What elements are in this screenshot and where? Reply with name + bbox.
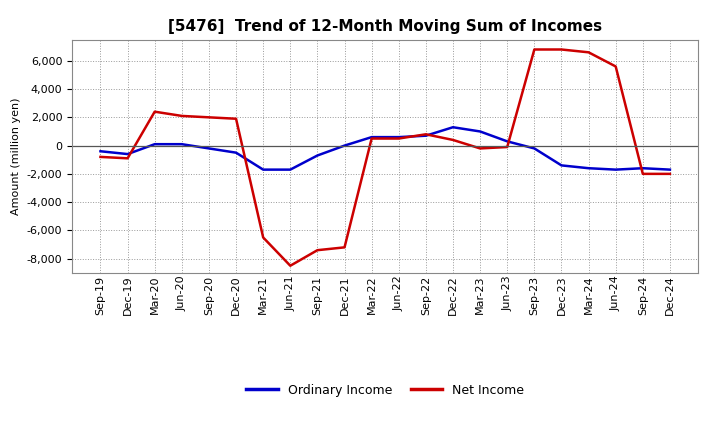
Net Income	[367, 136, 376, 141]
Ordinary Income	[611, 167, 620, 172]
Net Income	[96, 154, 105, 160]
Line: Net Income: Net Income	[101, 49, 670, 266]
Ordinary Income	[232, 150, 240, 155]
Ordinary Income	[639, 165, 647, 171]
Net Income	[421, 132, 430, 137]
Y-axis label: Amount (million yen): Amount (million yen)	[11, 97, 21, 215]
Net Income	[611, 64, 620, 69]
Net Income	[204, 115, 213, 120]
Net Income	[584, 50, 593, 55]
Ordinary Income	[503, 139, 511, 144]
Net Income	[178, 113, 186, 118]
Ordinary Income	[665, 167, 674, 172]
Ordinary Income	[341, 143, 349, 148]
Ordinary Income	[530, 146, 539, 151]
Net Income	[286, 263, 294, 268]
Net Income	[395, 136, 403, 141]
Ordinary Income	[286, 167, 294, 172]
Ordinary Income	[123, 151, 132, 157]
Ordinary Income	[204, 146, 213, 151]
Legend: Ordinary Income, Net Income: Ordinary Income, Net Income	[241, 379, 529, 402]
Ordinary Income	[557, 163, 566, 168]
Ordinary Income	[259, 167, 268, 172]
Ordinary Income	[96, 149, 105, 154]
Ordinary Income	[449, 125, 457, 130]
Net Income	[449, 137, 457, 143]
Net Income	[639, 171, 647, 176]
Net Income	[665, 171, 674, 176]
Ordinary Income	[584, 165, 593, 171]
Net Income	[557, 47, 566, 52]
Ordinary Income	[395, 135, 403, 140]
Ordinary Income	[150, 142, 159, 147]
Net Income	[341, 245, 349, 250]
Ordinary Income	[421, 133, 430, 138]
Net Income	[232, 116, 240, 121]
Ordinary Income	[178, 142, 186, 147]
Net Income	[530, 47, 539, 52]
Line: Ordinary Income: Ordinary Income	[101, 127, 670, 170]
Net Income	[313, 248, 322, 253]
Net Income	[476, 146, 485, 151]
Net Income	[123, 156, 132, 161]
Net Income	[150, 109, 159, 114]
Ordinary Income	[313, 153, 322, 158]
Ordinary Income	[367, 135, 376, 140]
Ordinary Income	[476, 129, 485, 134]
Title: [5476]  Trend of 12-Month Moving Sum of Incomes: [5476] Trend of 12-Month Moving Sum of I…	[168, 19, 602, 34]
Net Income	[503, 144, 511, 150]
Net Income	[259, 235, 268, 240]
